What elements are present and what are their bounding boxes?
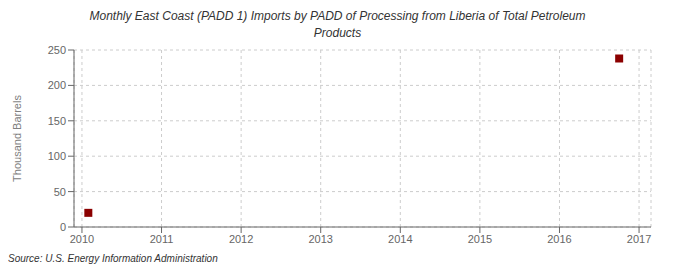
html-text:Source: U.S. Energy Informatio: Source: U.S. Energy Information Administ… bbox=[8, 253, 218, 264]
svg-text:2011: 2011 bbox=[150, 233, 174, 245]
svg-text:2015: 2015 bbox=[468, 233, 492, 245]
svg-text:250: 250 bbox=[48, 44, 66, 56]
html-text:Monthly East Coast (PADD 1) Im: Monthly East Coast (PADD 1) Imports by P… bbox=[89, 9, 586, 23]
svg-text:2010: 2010 bbox=[70, 233, 94, 245]
svg-text:2016: 2016 bbox=[547, 233, 571, 245]
svg-text:0: 0 bbox=[60, 221, 66, 233]
html-text:Products: Products bbox=[313, 26, 362, 40]
svg-text:50: 50 bbox=[54, 186, 66, 198]
svg-text:2012: 2012 bbox=[229, 233, 253, 245]
svg-text:2014: 2014 bbox=[388, 233, 412, 245]
svg-text:Thousand Barrels: Thousand Barrels bbox=[11, 95, 23, 182]
svg-text:200: 200 bbox=[48, 79, 66, 91]
svg-text:150: 150 bbox=[48, 115, 66, 127]
svg-text:2013: 2013 bbox=[308, 233, 332, 245]
svg-text:100: 100 bbox=[48, 150, 66, 162]
svg-text:2017: 2017 bbox=[627, 233, 651, 245]
